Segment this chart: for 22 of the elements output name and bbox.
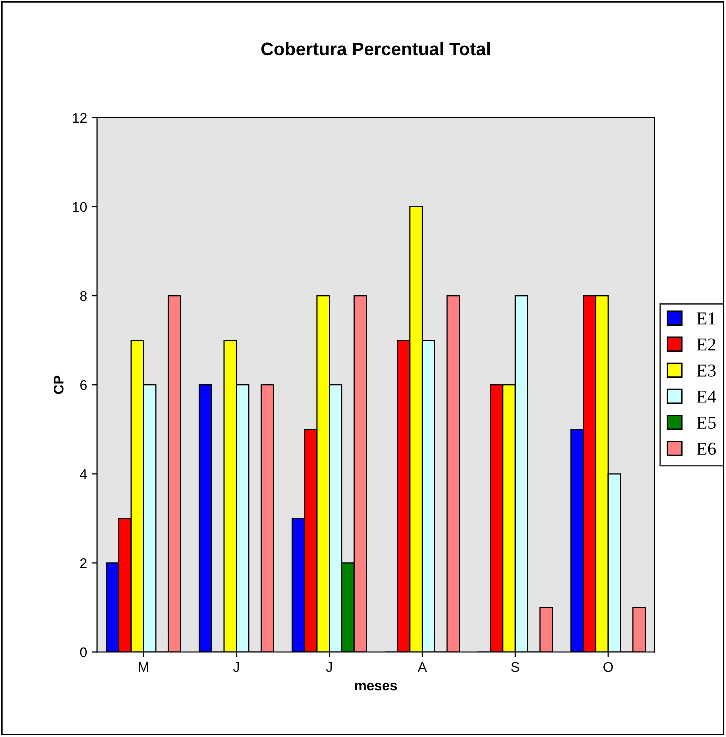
y-tick-label: 10 <box>73 202 88 212</box>
x-tick-label: J <box>326 662 332 672</box>
x-tick-label: J <box>233 662 240 672</box>
chart-title: Cobertura Percentual Total <box>262 42 490 56</box>
y-tick-label: 8 <box>80 291 87 302</box>
x-tick-label: O <box>604 662 614 672</box>
legend-label: E6 <box>697 442 716 456</box>
y-tick-label: 2 <box>80 558 87 568</box>
legend-label: E4 <box>697 390 716 403</box>
y-tick-label: 6 <box>80 380 87 390</box>
x-tick-label: M <box>139 662 148 672</box>
x-tick-label: A <box>418 662 428 672</box>
legend-label: E2 <box>697 338 716 351</box>
x-axis-title: meses <box>355 683 398 691</box>
y-tick-label: 0 <box>80 648 88 658</box>
legend-label: E5 <box>697 417 716 430</box>
legend-label: E1 <box>697 312 716 325</box>
y-tick-label: 4 <box>80 470 88 480</box>
legend-label: E3 <box>697 364 716 377</box>
y-tick-label: 12 <box>73 113 87 123</box>
x-tick-label: S <box>511 662 520 672</box>
y-axis-title: CP <box>54 376 64 394</box>
